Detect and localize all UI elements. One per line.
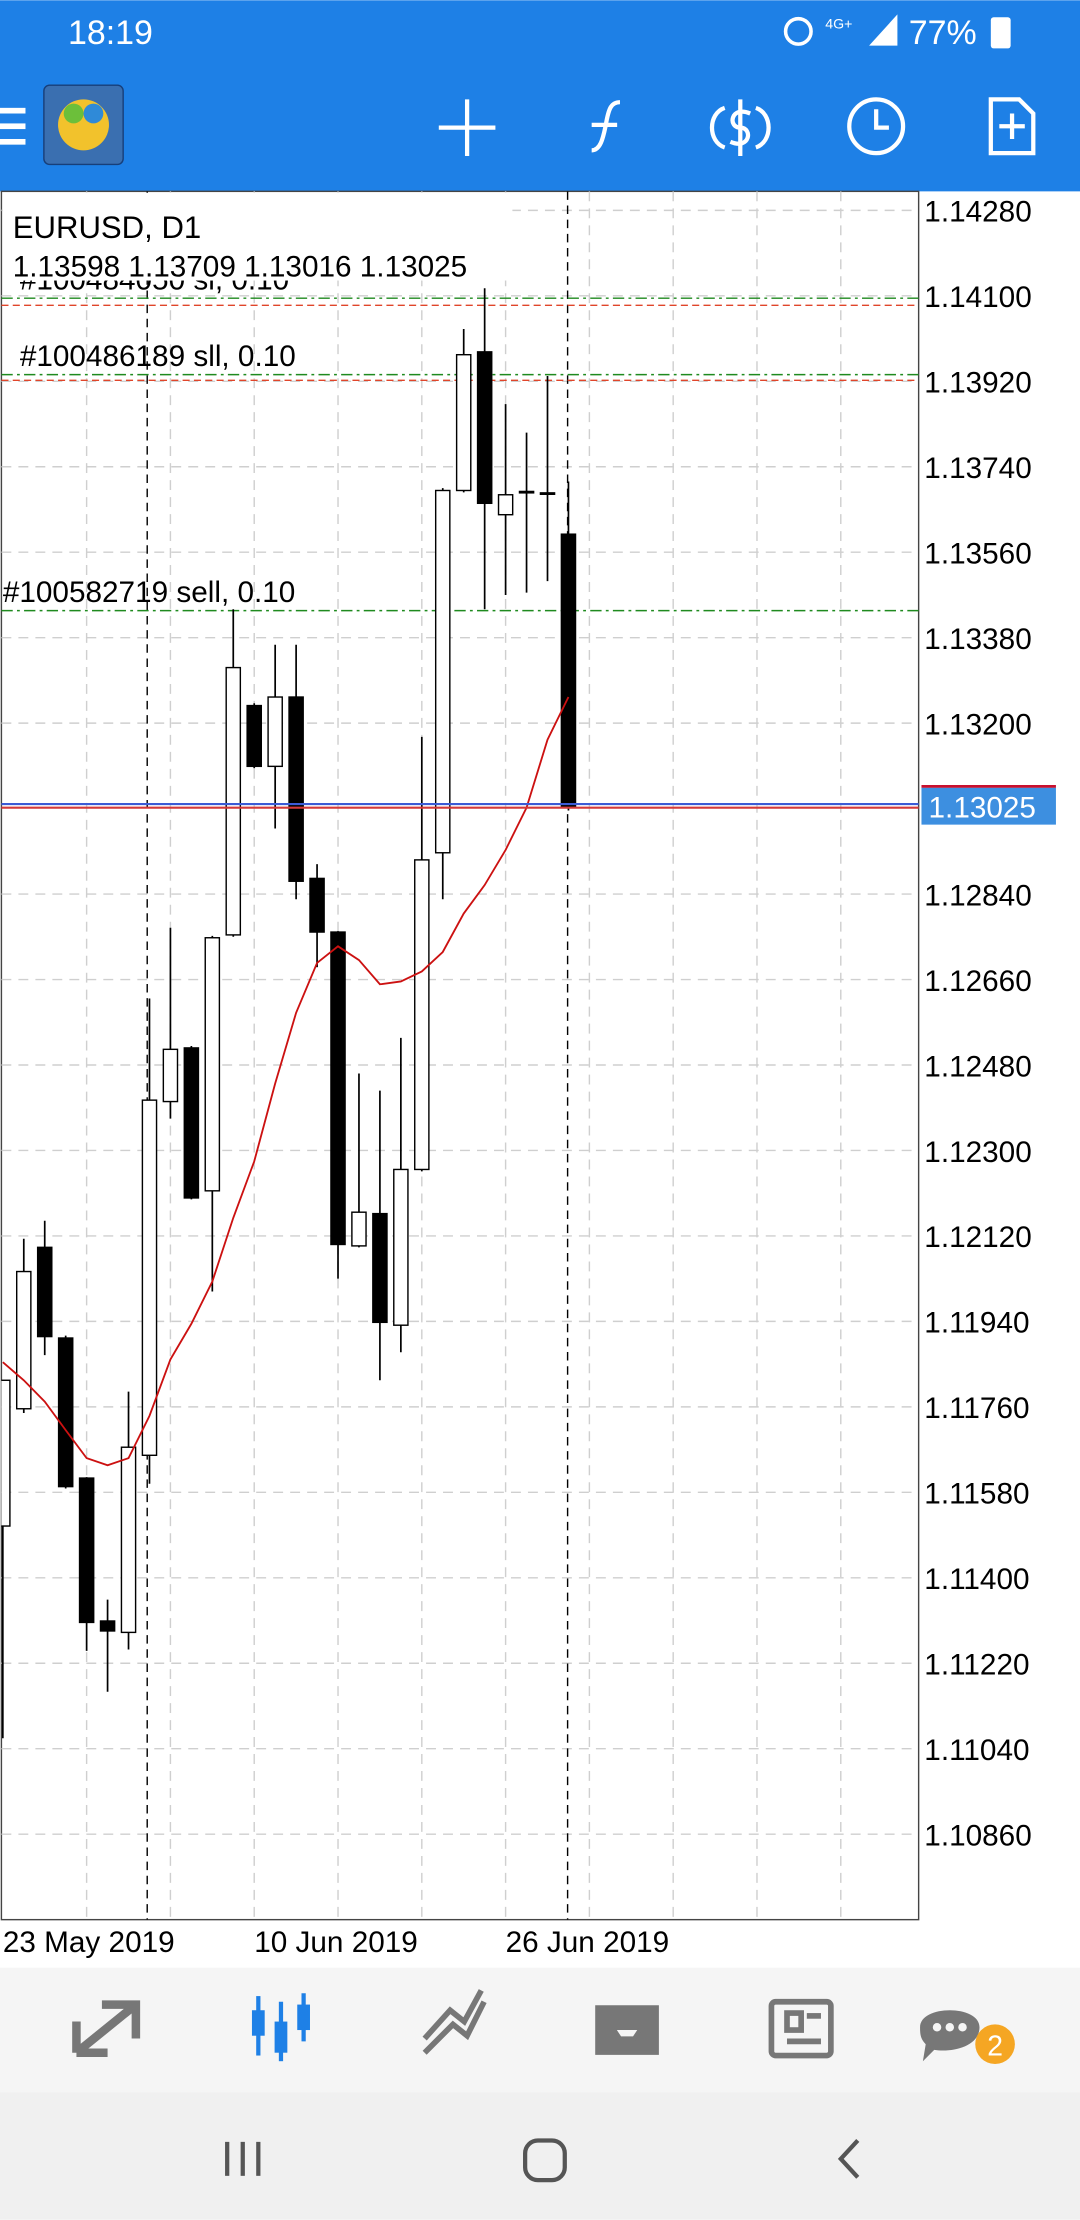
y-tick-label: 1.12660 [924, 965, 1031, 998]
candle-body [414, 859, 430, 1171]
x-tick-label: 23 May 2019 [3, 1926, 175, 1959]
trade-tab[interactable] [422, 1989, 487, 2055]
quotes-tab[interactable] [72, 2000, 141, 2057]
y-tick-label: 1.11400 [924, 1563, 1029, 1596]
alarm-icon [783, 16, 813, 46]
candle-body [204, 937, 221, 1192]
candle-body [434, 489, 451, 854]
home-button[interactable] [523, 2138, 567, 2183]
candle-body [497, 494, 514, 516]
network-type: 4G+ [825, 16, 852, 32]
candle-body [120, 1446, 137, 1634]
candle-body [99, 1620, 116, 1632]
candle-body [372, 1212, 388, 1324]
candle-body [518, 490, 535, 494]
y-tick-label: 1.12300 [924, 1136, 1031, 1169]
bottom-nav [0, 1967, 1080, 2093]
candle-body [539, 492, 556, 495]
app-bar [0, 0, 1080, 192]
current-price-label: 1.13025 [929, 792, 1036, 825]
chat-tab[interactable] [920, 2010, 980, 2062]
candle-body [288, 696, 304, 882]
header-backdrop [2, 192, 513, 281]
new-order-button[interactable] [988, 97, 1036, 156]
y-tick-label: 1.13200 [924, 708, 1031, 741]
back-button[interactable] [837, 2139, 860, 2179]
y-tick-label: 1.11220 [924, 1649, 1029, 1682]
candle-body [560, 533, 577, 807]
y-tick-label: 1.14100 [924, 281, 1031, 314]
menu-button[interactable] [0, 107, 26, 145]
symbol-title: EURUSD, D1 [13, 210, 202, 245]
candle-body [351, 1211, 367, 1247]
candle-body [183, 1047, 200, 1199]
candle-body [267, 696, 283, 768]
y-tick-label: 1.14280 [924, 196, 1031, 229]
candle-body [309, 877, 325, 933]
candle-body [246, 704, 263, 768]
ohlc-readout: 1.13598 1.13709 1.13016 1.13025 [13, 250, 467, 283]
app-logo[interactable] [43, 84, 124, 166]
candle-body [162, 1048, 179, 1103]
badge-count: 2 [987, 2030, 1003, 2062]
y-tick-label: 1.12120 [924, 1221, 1031, 1254]
candle-body [393, 1168, 409, 1326]
y-tick-label: 1.13560 [924, 538, 1031, 571]
y-tick-label: 1.13380 [924, 623, 1031, 656]
order-label: #100582719 sell, 0.10 [3, 576, 296, 609]
price-marker [921, 787, 1056, 825]
y-tick-label: 1.12840 [924, 879, 1031, 912]
battery-icon [990, 17, 1011, 49]
crosshair-button[interactable] [438, 99, 496, 156]
candle-body [57, 1337, 74, 1488]
orders: #100484050 sl, 0.10#100486189 sll, 0.10#… [1, 264, 919, 612]
y-tick-label: 1.13920 [924, 367, 1031, 400]
candle-body [476, 351, 493, 505]
trade-button[interactable] [710, 99, 771, 156]
indicators-button[interactable] [591, 100, 621, 153]
news-tab[interactable] [768, 1998, 834, 2059]
x-tick-label: 26 Jun 2019 [506, 1926, 670, 1959]
candle-body [455, 353, 472, 492]
history-tab[interactable] [595, 2005, 659, 2055]
status-time: 18:19 [68, 14, 153, 52]
y-tick-label: 1.11760 [924, 1392, 1029, 1425]
periods-button[interactable] [847, 97, 906, 156]
candle-body [78, 1477, 95, 1624]
candles [1, 288, 577, 1739]
candle-body [330, 931, 346, 1246]
chart-tab[interactable] [251, 1993, 310, 2062]
y-tick-label: 1.11940 [924, 1307, 1029, 1340]
order-label: #100486189 sll, 0.10 [20, 340, 296, 373]
battery-level: 77% [909, 14, 977, 52]
y-tick-label: 1.12480 [924, 1050, 1031, 1083]
candle-body [225, 666, 242, 936]
candle-body [15, 1270, 32, 1410]
candle-body [141, 1099, 158, 1456]
badge [975, 2024, 1015, 2065]
recents-button[interactable] [225, 2141, 261, 2176]
moving-average [2, 696, 570, 1467]
system-nav [0, 2092, 1080, 2220]
y-tick-label: 1.10860 [924, 1820, 1031, 1853]
y-tick-label: 1.11040 [924, 1734, 1029, 1767]
x-tick-label: 10 Jun 2019 [254, 1926, 418, 1959]
candle-body [1, 1379, 11, 1527]
y-tick-label: 1.13740 [924, 452, 1031, 485]
candle-body [36, 1246, 53, 1338]
y-tick-label: 1.11580 [924, 1478, 1029, 1511]
